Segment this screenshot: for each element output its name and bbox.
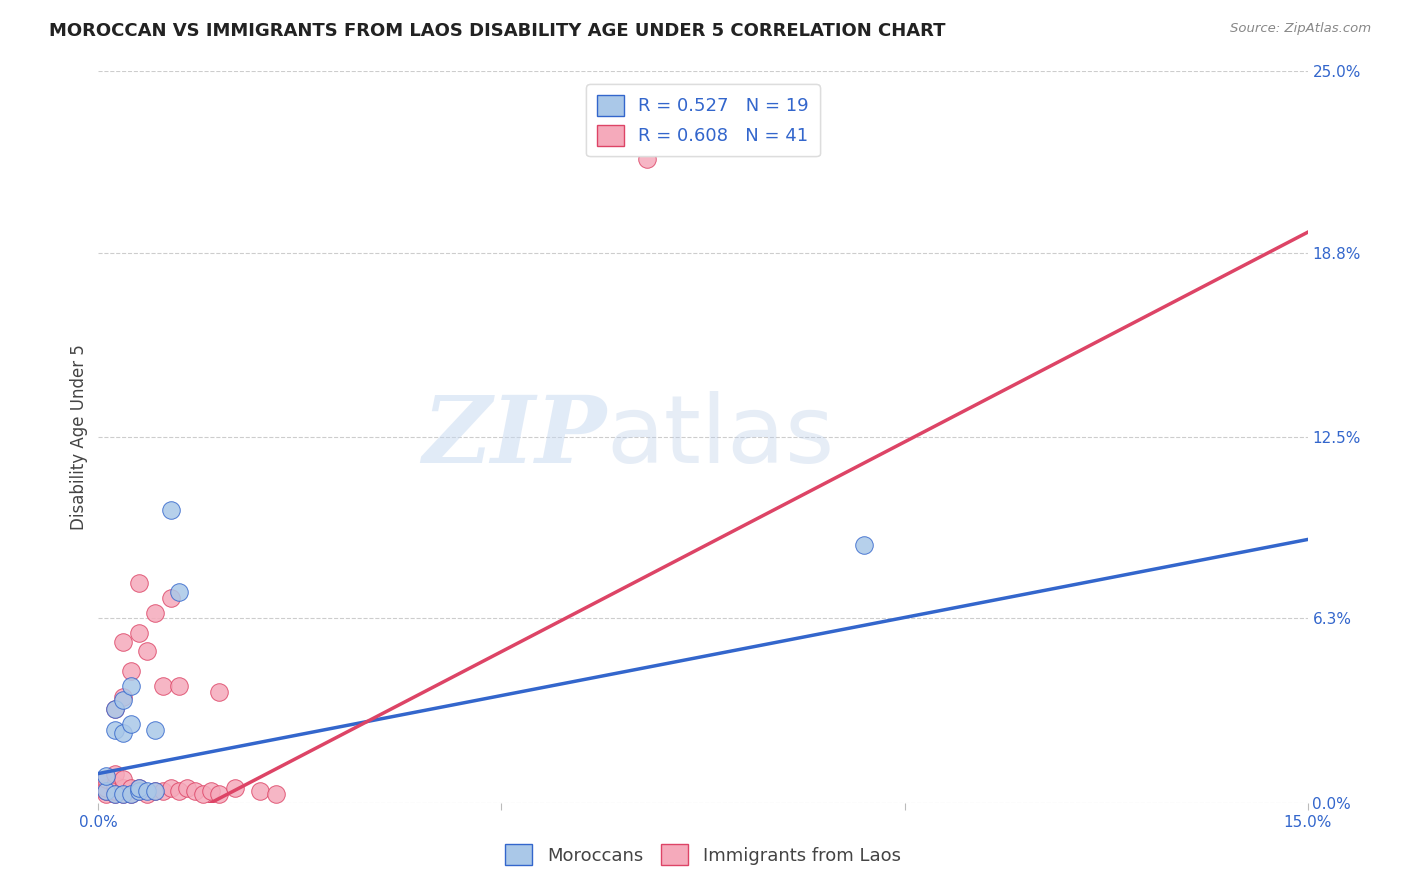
Text: MOROCCAN VS IMMIGRANTS FROM LAOS DISABILITY AGE UNDER 5 CORRELATION CHART: MOROCCAN VS IMMIGRANTS FROM LAOS DISABIL…	[49, 22, 946, 40]
Point	[208, 684, 231, 698]
Point	[120, 716, 142, 731]
Point	[143, 784, 166, 798]
Point	[103, 766, 125, 780]
Point	[103, 784, 125, 798]
Y-axis label: Disability Age Under 5: Disability Age Under 5	[70, 344, 89, 530]
Point	[128, 784, 150, 798]
Point	[120, 787, 142, 801]
Legend: R = 0.527   N = 19, R = 0.608   N = 41: R = 0.527 N = 19, R = 0.608 N = 41	[586, 84, 820, 156]
Point	[200, 784, 222, 798]
Legend: Moroccans, Immigrants from Laos: Moroccans, Immigrants from Laos	[498, 837, 908, 872]
Point	[120, 787, 142, 801]
Point	[853, 538, 876, 552]
Point	[103, 787, 125, 801]
Point	[224, 781, 246, 796]
Point	[103, 702, 125, 716]
Point	[111, 693, 134, 707]
Point	[111, 635, 134, 649]
Text: Source: ZipAtlas.com: Source: ZipAtlas.com	[1230, 22, 1371, 36]
Point	[135, 643, 157, 657]
Point	[128, 781, 150, 796]
Point	[143, 723, 166, 737]
Point	[167, 679, 190, 693]
Point	[103, 723, 125, 737]
Point	[128, 626, 150, 640]
Point	[128, 781, 150, 796]
Point	[208, 787, 231, 801]
Point	[143, 784, 166, 798]
Point	[120, 679, 142, 693]
Point	[96, 769, 118, 783]
Point	[111, 781, 134, 796]
Point	[120, 664, 142, 678]
Point	[143, 606, 166, 620]
Point	[152, 679, 174, 693]
Point	[96, 772, 118, 787]
Point	[111, 787, 134, 801]
Point	[111, 787, 134, 801]
Point	[249, 784, 271, 798]
Point	[264, 787, 287, 801]
Point	[193, 787, 215, 801]
Point	[160, 503, 183, 517]
Point	[103, 787, 125, 801]
Point	[636, 152, 658, 166]
Point	[96, 781, 118, 796]
Point	[152, 784, 174, 798]
Point	[96, 784, 118, 798]
Point	[184, 784, 207, 798]
Point	[103, 778, 125, 792]
Point	[111, 772, 134, 787]
Point	[160, 781, 183, 796]
Point	[167, 784, 190, 798]
Point	[96, 784, 118, 798]
Point	[128, 576, 150, 591]
Point	[103, 702, 125, 716]
Point	[135, 787, 157, 801]
Point	[128, 784, 150, 798]
Text: atlas: atlas	[606, 391, 835, 483]
Point	[135, 784, 157, 798]
Text: ZIP: ZIP	[422, 392, 606, 482]
Point	[120, 781, 142, 796]
Point	[96, 787, 118, 801]
Point	[176, 781, 198, 796]
Point	[111, 725, 134, 739]
Point	[160, 591, 183, 605]
Point	[167, 585, 190, 599]
Point	[111, 690, 134, 705]
